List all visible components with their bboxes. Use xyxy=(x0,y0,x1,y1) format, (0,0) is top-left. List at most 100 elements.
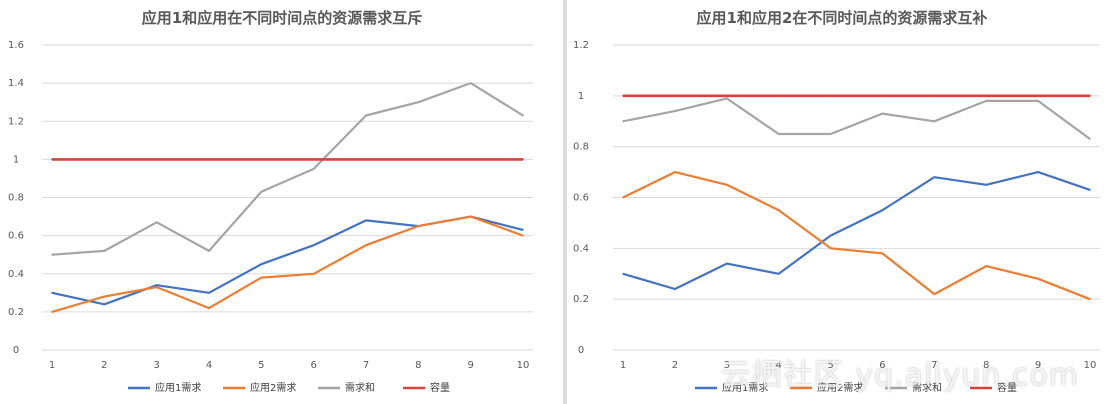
legend-label: 容量 xyxy=(430,381,450,394)
data-point-demand1 xyxy=(51,292,53,294)
data-point-demand2 xyxy=(51,311,53,313)
data-point-sum xyxy=(51,253,53,256)
data-point-sum xyxy=(1037,100,1039,102)
y-tick-label: 1.4 xyxy=(8,78,24,89)
data-point-sum xyxy=(469,82,472,84)
data-point-sum xyxy=(417,101,420,103)
series-line-demand1 xyxy=(622,171,1091,291)
data-point-capacity xyxy=(51,158,53,161)
x-tick-label: 3 xyxy=(153,360,159,371)
data-point-sum xyxy=(985,100,988,102)
data-point-demand2 xyxy=(312,272,315,275)
data-point-demand2 xyxy=(103,295,106,298)
x-tick-label: 8 xyxy=(415,360,421,371)
data-point-demand1 xyxy=(829,234,832,237)
data-point-capacity xyxy=(469,158,472,161)
data-point-demand2 xyxy=(622,196,624,199)
data-point-demand1 xyxy=(985,183,988,186)
x-tick-label: 3 xyxy=(724,360,730,371)
chart-title: 应用1和应用在不同时间点的资源需求互斥 xyxy=(142,9,422,27)
data-point-capacity xyxy=(829,95,832,97)
data-point-capacity xyxy=(933,95,936,97)
data-point-demand2 xyxy=(208,307,210,309)
data-point-sum xyxy=(829,133,832,135)
data-point-capacity xyxy=(1089,95,1091,97)
data-point-sum xyxy=(933,120,936,123)
y-tick-label: 0.2 xyxy=(8,307,24,318)
chart-panel-left: 应用1和应用在不同时间点的资源需求互斥 0 0.2 0.4 0.6 0.8 1 1.2 1.4 1… xyxy=(0,0,563,404)
data-point-demand2 xyxy=(933,293,936,295)
data-point-demand1 xyxy=(312,244,315,246)
data-point-demand1 xyxy=(260,263,263,266)
series-line-demand1 xyxy=(51,215,524,306)
data-point-demand2 xyxy=(985,265,988,267)
data-point-capacity xyxy=(312,158,315,161)
series-line-sum xyxy=(622,97,1091,140)
y-tick-label: 0.8 xyxy=(8,193,24,204)
data-point-sum xyxy=(365,114,367,117)
legend-label: 需求和 xyxy=(345,382,375,394)
legend-label: 应用1需求 xyxy=(155,381,201,394)
x-tick-label: 7 xyxy=(931,360,937,371)
chart-right: 应用1和应用2在不同时间点的资源需求互补 0 0.2 0.4 0.6 0.8 1 1.2 1 2 3… xyxy=(573,9,1100,394)
watermark-text: 云栖社区 yq.aliyun.com xyxy=(720,358,1079,393)
x-tick-label: 9 xyxy=(467,360,473,371)
data-point-capacity xyxy=(417,158,420,161)
data-point-capacity xyxy=(622,95,624,97)
data-point-demand2 xyxy=(260,276,263,279)
y-tick-label: 1 xyxy=(13,154,19,165)
data-point-demand1 xyxy=(208,292,210,294)
data-point-capacity xyxy=(522,158,524,161)
data-point-sum xyxy=(103,250,106,252)
x-tick-label: 4 xyxy=(206,360,212,371)
data-point-sum xyxy=(622,120,624,123)
data-point-capacity xyxy=(103,158,106,161)
y-tick-label: 0.2 xyxy=(573,294,589,305)
data-point-capacity xyxy=(777,95,780,97)
data-point-sum xyxy=(777,133,780,135)
data-point-capacity xyxy=(725,95,728,97)
data-point-demand2 xyxy=(725,183,728,186)
data-point-demand2 xyxy=(674,171,676,173)
data-point-demand2 xyxy=(829,247,832,250)
chart-panel-right: 应用1和应用2在不同时间点的资源需求互补 0 0.2 0.4 0.6 0.8 1 1.2 1 2 3… xyxy=(567,0,1117,404)
y-tick-label: 1.2 xyxy=(8,116,24,127)
x-tick-label: 6 xyxy=(879,360,885,371)
data-point-demand1 xyxy=(522,229,524,231)
x-tick-label: 1 xyxy=(49,360,55,371)
legend-label: 应用2需求 xyxy=(817,381,863,394)
panel-divider xyxy=(563,0,567,404)
x-tick-label: 8 xyxy=(983,360,989,371)
data-point-demand2 xyxy=(881,252,884,255)
y-tick-label: 1.6 xyxy=(8,40,24,51)
data-point-capacity xyxy=(208,158,210,161)
data-point-sum xyxy=(208,250,210,252)
series-line-demand2 xyxy=(622,171,1091,301)
data-point-capacity xyxy=(155,158,158,161)
data-point-sum xyxy=(881,112,884,115)
data-point-capacity xyxy=(365,158,367,161)
data-point-sum xyxy=(260,190,263,193)
y-tick-label: 0.6 xyxy=(573,193,589,204)
y-tick-label: 1.2 xyxy=(573,40,589,51)
data-point-demand1 xyxy=(622,272,624,275)
data-point-sum xyxy=(725,97,728,100)
data-point-demand1 xyxy=(933,176,936,178)
y-tick-label: 0.8 xyxy=(573,142,589,153)
data-point-demand1 xyxy=(103,303,106,306)
x-tick-label: 7 xyxy=(363,360,369,371)
data-point-demand1 xyxy=(674,288,676,290)
data-point-sum xyxy=(674,110,676,112)
data-point-demand1 xyxy=(365,219,367,222)
x-tick-label: 5 xyxy=(258,360,264,371)
x-tick-label: 10 xyxy=(1084,360,1097,371)
y-tick-label: 0 xyxy=(13,345,19,356)
data-point-capacity xyxy=(1037,95,1039,97)
data-point-sum xyxy=(312,168,315,170)
data-point-demand2 xyxy=(777,209,780,212)
data-point-demand1 xyxy=(1037,171,1039,173)
data-point-demand1 xyxy=(725,262,728,265)
data-point-sum xyxy=(155,221,158,224)
chart-left: 应用1和应用在不同时间点的资源需求互斥 0 0.2 0.4 0.6 0.8 1 1.2 1.4 1… xyxy=(8,9,533,394)
legend-label: 容量 xyxy=(997,381,1017,394)
